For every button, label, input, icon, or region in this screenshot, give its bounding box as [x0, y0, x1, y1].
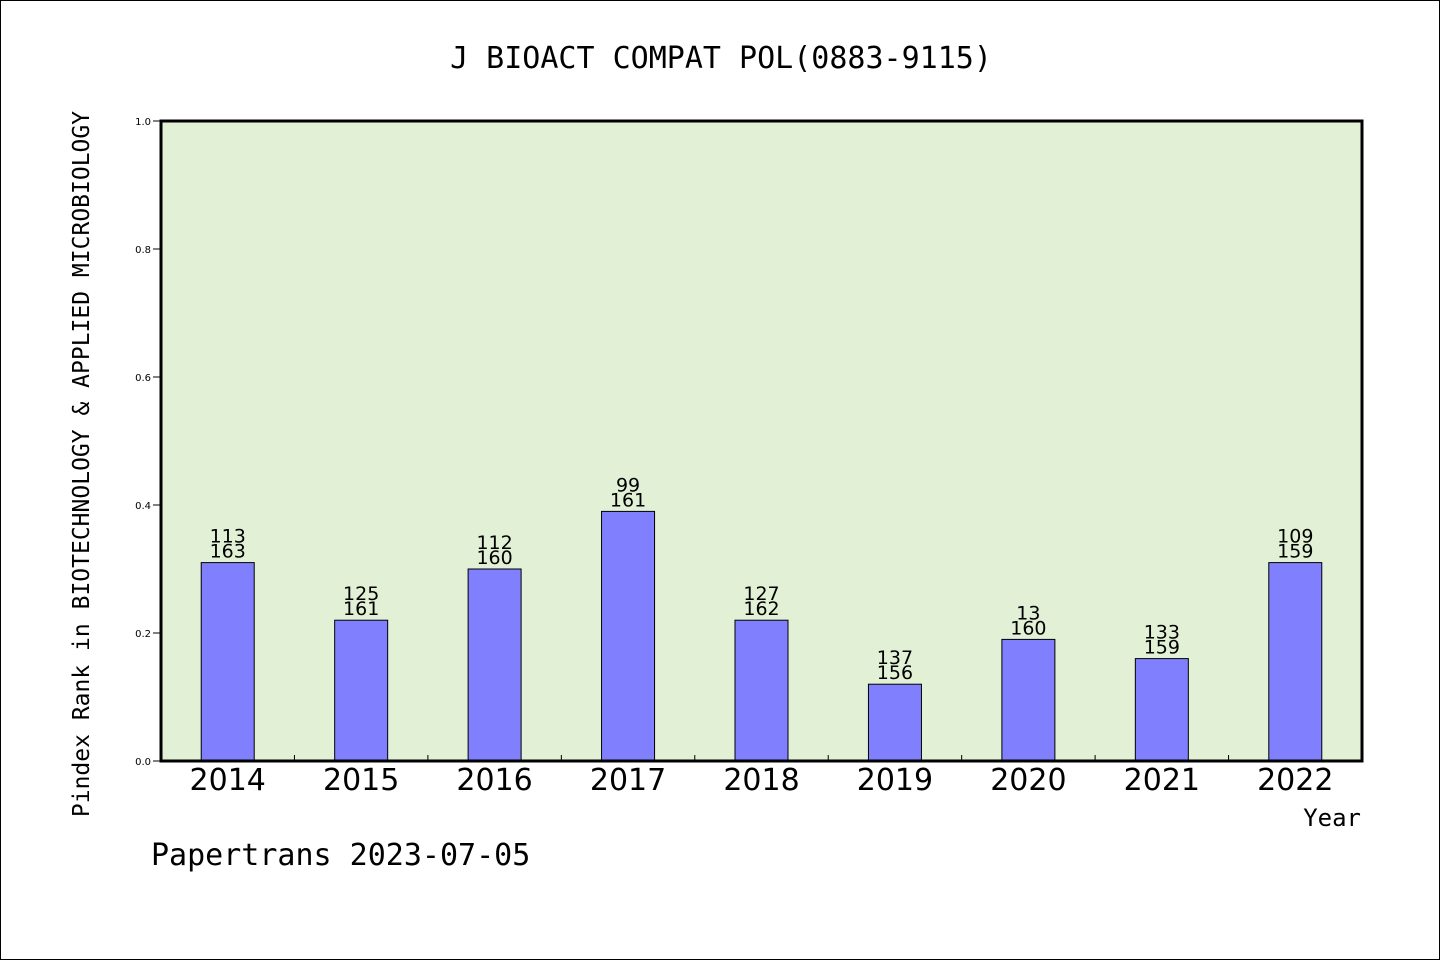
y-tick-label: 0.8 [135, 245, 151, 256]
x-tick-label: 2021 [1124, 763, 1200, 798]
bar-2014 [200, 562, 255, 762]
x-tick-label: 2018 [723, 763, 799, 798]
bar-rank-label: 109 [1277, 526, 1313, 548]
bar-rank-label: 112 [476, 532, 512, 554]
bar-rank-label: 113 [210, 526, 246, 548]
bar-total-label: 163 [210, 541, 246, 563]
plot-border [159, 119, 1364, 763]
y-tick-label: 0.4 [135, 501, 151, 512]
bar-rank-label: 137 [877, 647, 913, 669]
bar-total-label: 160 [1010, 617, 1046, 639]
bar-rank-label: 133 [1144, 622, 1180, 644]
bar-total-label: 161 [343, 598, 379, 620]
bar-total-label: 159 [1144, 637, 1180, 659]
x-axis-label: Year [1303, 804, 1361, 832]
bar-rank-label: 125 [343, 583, 379, 605]
x-tick-label: 2015 [323, 763, 399, 798]
y-tick-label: 0.0 [135, 757, 151, 768]
bar-rank-label: 99 [616, 474, 640, 496]
y-tick-label: 0.6 [135, 373, 151, 384]
bar-2022 [1268, 562, 1323, 762]
bar-2015 [334, 619, 389, 762]
bar-2019 [867, 683, 922, 762]
x-tick-label: 2017 [590, 763, 666, 798]
bar-total-label: 159 [1277, 541, 1313, 563]
footer-credit: Papertrans 2023-07-05 [151, 838, 530, 873]
bar-2016 [467, 568, 522, 762]
bar-2021 [1134, 658, 1189, 762]
y-axis-label: Pindex Rank in BIOTECHNOLOGY & APPLIED M… [69, 111, 95, 817]
chart-title: J BIOACT COMPAT POL(0883-9115) [450, 41, 992, 76]
x-tick-label: 2019 [857, 763, 933, 798]
y-tick-label: 1.0 [135, 117, 151, 128]
bar-total-label: 156 [877, 662, 913, 684]
x-tick-label: 2022 [1257, 763, 1333, 798]
bar-2020 [1001, 638, 1056, 762]
bar-total-label: 161 [610, 489, 646, 511]
x-tick-label: 2014 [190, 763, 266, 798]
x-tick-label: 2020 [990, 763, 1066, 798]
y-tick-label: 0.2 [135, 629, 151, 640]
bar-total-label: 162 [743, 598, 779, 620]
bar-2018 [734, 619, 789, 762]
bar-2017 [601, 510, 656, 762]
x-tick-label: 2016 [456, 763, 532, 798]
bar-rank-label: 13 [1016, 602, 1040, 624]
bar-total-label: 160 [476, 547, 512, 569]
bar-rank-label: 127 [743, 583, 779, 605]
